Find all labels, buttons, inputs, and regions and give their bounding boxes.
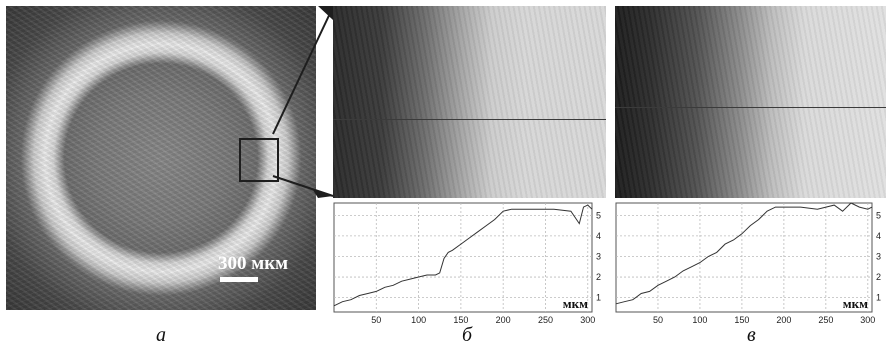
y-tick-label: 2 — [876, 272, 881, 282]
y-tick-label: 1 — [876, 293, 881, 303]
scale-bar — [220, 277, 258, 282]
x-tick-label: 250 — [818, 315, 833, 325]
profile-plot-b: 50 100 150 200 250 300 1 2 3 4 5 мкм — [333, 202, 606, 325]
profile-line — [615, 202, 873, 305]
x-tick-label: 150 — [734, 315, 749, 325]
caption-a: а — [156, 324, 166, 346]
x-tick-label: 200 — [776, 315, 791, 325]
unit-label: мкм — [563, 296, 588, 311]
afm-image-b — [333, 6, 606, 198]
y-tick-label: 4 — [596, 231, 601, 241]
profile-chart-c: 50 100 150 200 250 300 1 2 3 4 5 мкм — [615, 202, 881, 325]
caption-b: б — [462, 324, 473, 346]
profile-chart-b: 50 100 150 200 250 300 1 2 3 4 5 мкм — [333, 202, 601, 325]
afm-texture-c — [615, 6, 886, 198]
y-tick-label: 3 — [596, 251, 601, 261]
scan-line-c — [615, 107, 886, 108]
y-tick-label: 4 — [876, 231, 881, 241]
x-tick-label: 50 — [371, 315, 381, 325]
scale-bar-label: 300 мкм — [218, 253, 289, 274]
y-tick-label: 3 — [876, 251, 881, 261]
micrograph-texture — [6, 6, 316, 310]
caption-c: в — [747, 324, 756, 346]
x-tick-label: 300 — [860, 315, 875, 325]
x-tick-label: 200 — [496, 315, 511, 325]
micrograph-image: 300 мкм — [6, 6, 316, 310]
x-tick-label: 100 — [411, 315, 426, 325]
y-tick-label: 2 — [596, 272, 601, 282]
zoom-region-box — [239, 138, 279, 182]
y-tick-label: 5 — [876, 210, 881, 220]
profile-line — [333, 204, 593, 307]
x-tick-label: 50 — [653, 315, 663, 325]
afm-image-c — [615, 6, 886, 198]
plot-frame — [615, 202, 873, 313]
y-tick-label: 1 — [596, 293, 601, 303]
x-tick-label: 300 — [580, 315, 595, 325]
profile-plot-c: 50 100 150 200 250 300 1 2 3 4 5 мкм — [615, 202, 886, 325]
plot-frame — [333, 202, 593, 313]
x-tick-label: 150 — [453, 315, 468, 325]
x-tick-label: 100 — [692, 315, 707, 325]
y-tick-label: 5 — [596, 210, 601, 220]
afm-texture-b — [333, 6, 606, 198]
x-tick-label: 250 — [538, 315, 553, 325]
scan-line-b — [333, 119, 606, 120]
unit-label: мкм — [843, 296, 868, 311]
